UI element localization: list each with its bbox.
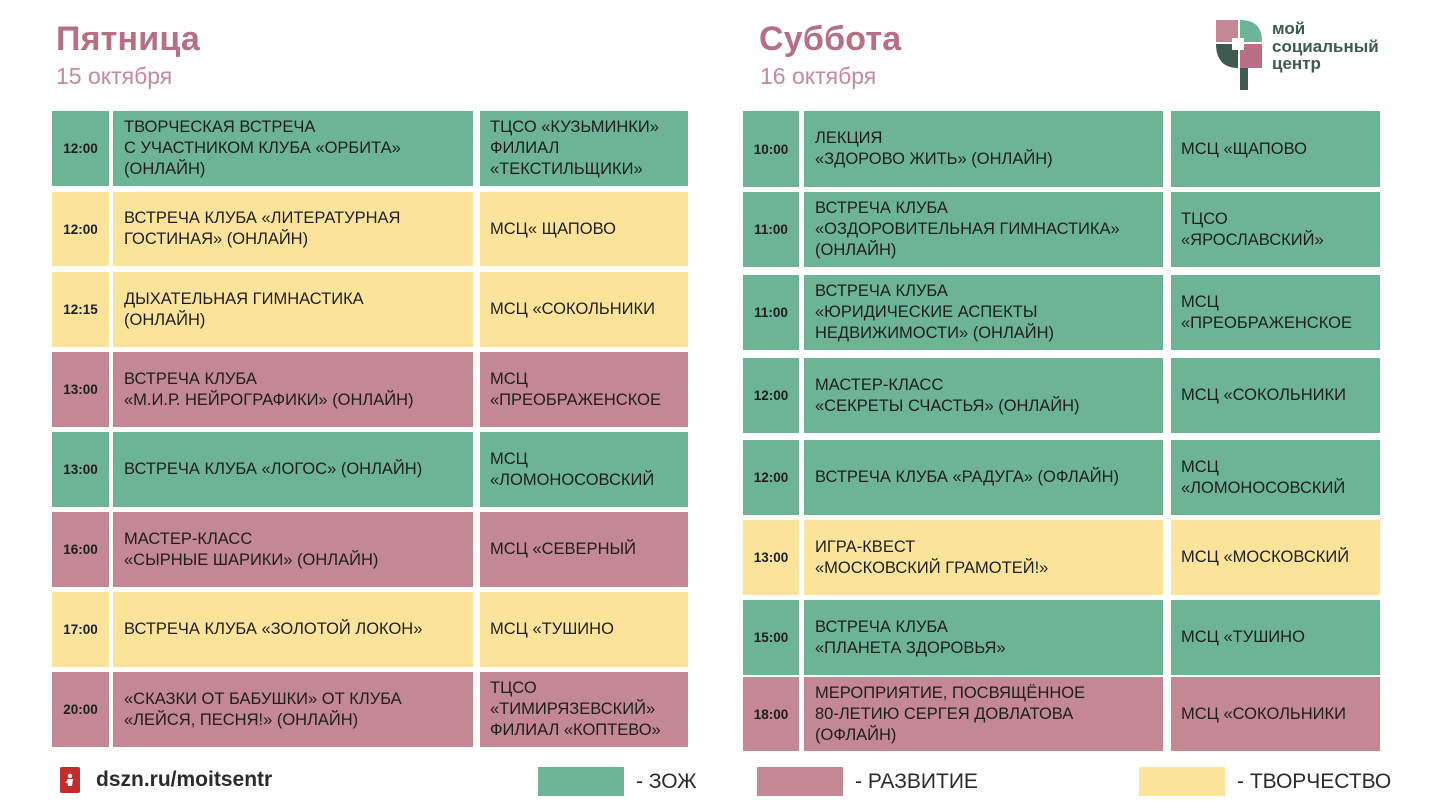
event-venue: МСЦ «ТУШИНО	[480, 592, 688, 667]
event-title: ВСТРЕЧА КЛУБА «ПЛАНЕТА ЗДОРОВЬЯ»	[804, 600, 1163, 675]
event-time: 11:00	[743, 275, 799, 350]
event-title: ДЫХАТЕЛЬНАЯ ГИМНАСТИКА (ОНЛАЙН)	[113, 272, 473, 347]
event-time: 13:00	[52, 432, 109, 507]
legend-zoj: - ЗОЖ	[538, 767, 697, 796]
event-time: 16:00	[52, 512, 109, 587]
website-link[interactable]: dszn.ru/moitsentr	[96, 768, 273, 791]
schedule-row: 13:00 ВСТРЕЧА КЛУБА «ЛОГОС» (ОНЛАЙН) МСЦ «…	[52, 432, 688, 507]
event-time: 20:00	[52, 672, 109, 747]
event-title: ВСТРЕЧА КЛУБА «ЛОГОС» (ОНЛАЙН)	[113, 432, 473, 507]
event-title: ВСТРЕЧА КЛУБА «ЛИТЕРАТУРНАЯ ГОСТИНАЯ» (О…	[113, 192, 473, 266]
legend-label-razvitie: - РАЗВИТИЕ	[855, 769, 978, 793]
event-venue: МСЦ «СЕВЕРНЫЙ	[480, 512, 688, 587]
schedule-row: 11:00 ВСТРЕЧА КЛУБА «ОЗДОРОВИТЕЛЬНАЯ ГИМН…	[743, 192, 1380, 267]
saturday-title: Суббота	[759, 20, 902, 58]
schedule-row: 12:15 ДЫХАТЕЛЬНАЯ ГИМНАСТИКА (ОНЛАЙН) МСЦ …	[52, 272, 688, 347]
legend-label-tvorchestvo: - ТВОРЧЕСТВО	[1237, 769, 1392, 793]
friday-title: Пятница	[56, 20, 200, 58]
moscow-emblem-icon	[60, 767, 80, 793]
event-title: ВСТРЕЧА КЛУБА «М.И.Р. НЕЙРОГРАФИКИ» (ОНЛ…	[113, 352, 473, 427]
event-title: МЕРОПРИЯТИЕ, ПОСВЯЩЁННОЕ 80-ЛЕТИЮ СЕРГЕЯ…	[804, 677, 1163, 751]
event-venue: МСЦ« ЩАПОВО	[480, 192, 688, 266]
footer-website[interactable]: dszn.ru/moitsentr	[60, 765, 272, 795]
event-venue: МСЦ «ЛОМОНОСОВСКИЙ	[1171, 440, 1380, 515]
schedule-row: 12:00 ВСТРЕЧА КЛУБА «РАДУГА» (ОФЛАЙН) МСЦ …	[743, 440, 1380, 515]
schedule-row: 15:00 ВСТРЕЧА КЛУБА «ПЛАНЕТА ЗДОРОВЬЯ» МСЦ…	[743, 600, 1380, 675]
event-title: ИГРА-КВЕСТ «МОСКОВСКИЙ ГРАМОТЕЙ!»	[804, 520, 1163, 595]
logo-text: мой социальный центр	[1272, 19, 1379, 73]
event-venue: МСЦ «ТУШИНО	[1171, 600, 1380, 675]
schedule-row: 10:00 ЛЕКЦИЯ «ЗДОРОВО ЖИТЬ» (ОНЛАЙН) МСЦ «…	[743, 111, 1380, 187]
event-title: «СКАЗКИ ОТ БАБУШКИ» ОТ КЛУБА «ЛЕЙСЯ, ПЕС…	[113, 672, 473, 747]
event-time: 17:00	[52, 592, 109, 667]
event-venue: МСЦ «СОКОЛЬНИКИ	[1171, 358, 1380, 433]
event-venue: ТЦСО «ЯРОСЛАВСКИЙ»	[1171, 192, 1380, 267]
event-time: 12:15	[52, 272, 109, 347]
event-venue: МСЦ «СОКОЛЬНИКИ	[1171, 677, 1380, 751]
schedule-row: 12:00 ТВОРЧЕСКАЯ ВСТРЕЧА С УЧАСТНИКОМ КЛУ…	[52, 111, 688, 186]
legend-razvitie: - РАЗВИТИЕ	[757, 767, 978, 796]
event-venue: МСЦ «ПРЕОБРАЖЕНСКОЕ	[480, 352, 688, 427]
saturday-date: 16 октября	[760, 63, 877, 89]
event-time: 13:00	[52, 352, 109, 427]
friday-date: 15 октября	[56, 63, 173, 89]
event-time: 13:00	[743, 520, 799, 595]
schedule-row: 18:00 МЕРОПРИЯТИЕ, ПОСВЯЩЁННОЕ 80-ЛЕТИЮ С…	[743, 677, 1380, 751]
schedule-row: 11:00 ВСТРЕЧА КЛУБА «ЮРИДИЧЕСКИЕ АСПЕКТЫ …	[743, 275, 1380, 350]
schedule-row: 13:00 ВСТРЕЧА КЛУБА «М.И.Р. НЕЙРОГРАФИКИ»…	[52, 352, 688, 427]
logo: мой социальный центр	[1214, 18, 1394, 92]
event-time: 18:00	[743, 677, 799, 751]
event-venue: МСЦ «ЛОМОНОСОВСКИЙ	[480, 432, 688, 507]
event-title: ЛЕКЦИЯ «ЗДОРОВО ЖИТЬ» (ОНЛАЙН)	[804, 111, 1163, 187]
schedule-row: 12:00 ВСТРЕЧА КЛУБА «ЛИТЕРАТУРНАЯ ГОСТИНА…	[52, 192, 688, 266]
schedule-row: 20:00 «СКАЗКИ ОТ БАБУШКИ» ОТ КЛУБА «ЛЕЙСЯ…	[52, 672, 688, 747]
event-time: 12:00	[743, 358, 799, 433]
event-title: ВСТРЕЧА КЛУБА «РАДУГА» (ОФЛАЙН)	[804, 440, 1163, 515]
event-venue: МСЦ «СОКОЛЬНИКИ	[480, 272, 688, 347]
event-time: 15:00	[743, 600, 799, 675]
legend-swatch-tvorchestvo	[1139, 767, 1225, 796]
event-venue: МСЦ «МОСКОВСКИЙ	[1171, 520, 1380, 595]
event-title: ВСТРЕЧА КЛУБА «ЗОЛОТОЙ ЛОКОН»	[113, 592, 473, 667]
event-title: МАСТЕР-КЛАСС «СЫРНЫЕ ШАРИКИ» (ОНЛАЙН)	[113, 512, 473, 587]
schedule-row: 12:00 МАСТЕР-КЛАСС «СЕКРЕТЫ СЧАСТЬЯ» (ОНЛ…	[743, 358, 1380, 433]
legend-swatch-razvitie	[757, 767, 843, 796]
event-time: 10:00	[743, 111, 799, 187]
event-venue: ТЦСО «ТИМИРЯЗЕВСКИЙ» ФИЛИАЛ «КОПТЕВО»	[480, 672, 688, 747]
event-title: МАСТЕР-КЛАСС «СЕКРЕТЫ СЧАСТЬЯ» (ОНЛАЙН)	[804, 358, 1163, 433]
event-title: ВСТРЕЧА КЛУБА «ЮРИДИЧЕСКИЕ АСПЕКТЫ НЕДВИ…	[804, 275, 1163, 350]
event-title: ТВОРЧЕСКАЯ ВСТРЕЧА С УЧАСТНИКОМ КЛУБА «О…	[113, 111, 473, 186]
legend-tvorchestvo: - ТВОРЧЕСТВО	[1139, 767, 1391, 796]
event-time: 12:00	[52, 192, 109, 266]
event-title: ВСТРЕЧА КЛУБА «ОЗДОРОВИТЕЛЬНАЯ ГИМНАСТИК…	[804, 192, 1163, 267]
event-venue: МСЦ «ПРЕОБРАЖЕНСКОЕ	[1171, 275, 1380, 350]
event-venue: ТЦСО «КУЗЬМИНКИ» ФИЛИАЛ «ТЕКСТИЛЬЩИКИ»	[480, 111, 688, 186]
legend-label-zoj: - ЗОЖ	[636, 769, 697, 793]
schedule-row: 17:00 ВСТРЕЧА КЛУБА «ЗОЛОТОЙ ЛОКОН» МСЦ «Т…	[52, 592, 688, 667]
schedule-row: 16:00 МАСТЕР-КЛАСС «СЫРНЫЕ ШАРИКИ» (ОНЛАЙ…	[52, 512, 688, 587]
event-time: 12:00	[52, 111, 109, 186]
schedule-row: 13:00 ИГРА-КВЕСТ «МОСКОВСКИЙ ГРАМОТЕЙ!» МС…	[743, 520, 1380, 595]
event-time: 11:00	[743, 192, 799, 267]
event-venue: МСЦ «ЩАПОВО	[1171, 111, 1380, 187]
legend-swatch-zoj	[538, 767, 624, 796]
event-time: 12:00	[743, 440, 799, 515]
logo-mark-icon	[1216, 20, 1262, 90]
